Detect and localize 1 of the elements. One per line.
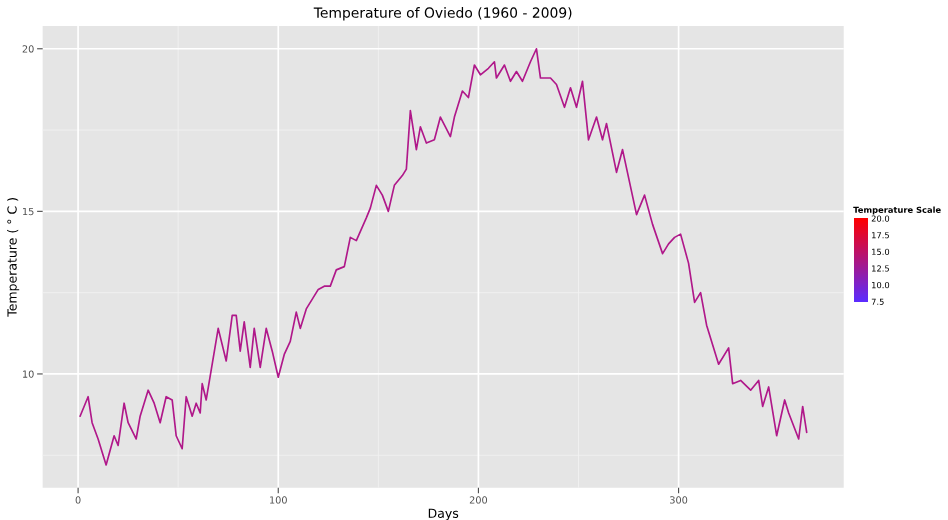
line-series xyxy=(79,47,808,466)
